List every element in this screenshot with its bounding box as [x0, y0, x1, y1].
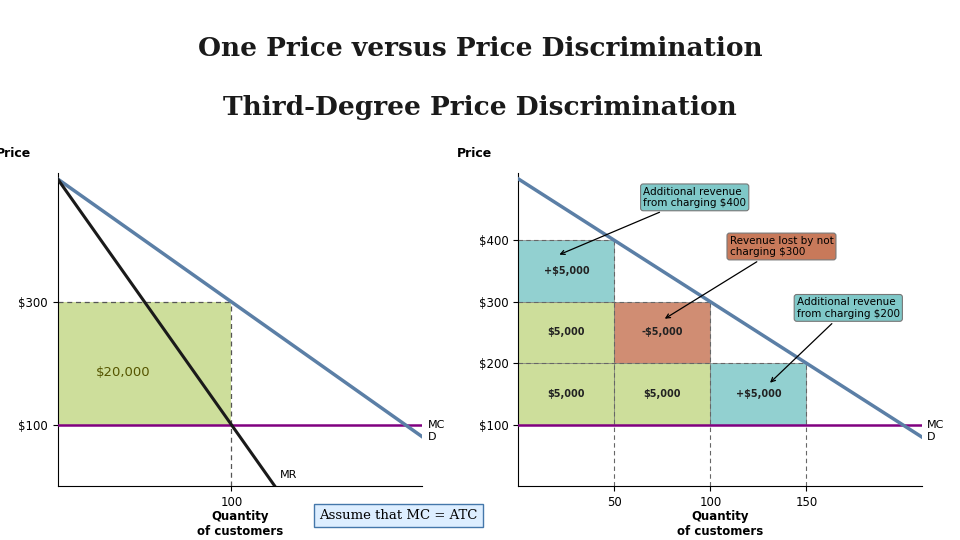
Y-axis label: Price: Price: [456, 147, 492, 160]
Text: One Price versus Price Discrimination: One Price versus Price Discrimination: [198, 36, 762, 61]
Bar: [518, 240, 614, 302]
Text: Additional revenue
from charging $400: Additional revenue from charging $400: [561, 186, 746, 254]
X-axis label: Quantity
of customers: Quantity of customers: [677, 510, 763, 538]
Bar: [58, 302, 231, 424]
Text: MC: MC: [427, 420, 445, 430]
Text: D: D: [427, 432, 436, 442]
Bar: [518, 363, 614, 424]
X-axis label: Quantity
of customers: Quantity of customers: [197, 510, 283, 538]
Bar: [614, 302, 710, 363]
Text: Assume that MC = ATC: Assume that MC = ATC: [320, 509, 477, 522]
Text: Revenue lost by not
charging $300: Revenue lost by not charging $300: [666, 235, 833, 318]
Text: $5,000: $5,000: [547, 327, 586, 338]
Text: -$5,000: -$5,000: [641, 327, 684, 338]
Text: +$5,000: +$5,000: [543, 266, 589, 276]
Text: Additional revenue
from charging $200: Additional revenue from charging $200: [771, 297, 900, 382]
Text: $20,000: $20,000: [96, 366, 151, 379]
Text: MR: MR: [280, 470, 298, 480]
Text: Third-Degree Price Discrimination: Third-Degree Price Discrimination: [223, 96, 737, 120]
Text: +$5,000: +$5,000: [735, 389, 781, 399]
Text: D: D: [927, 432, 936, 442]
Text: MC: MC: [927, 420, 945, 430]
Text: $5,000: $5,000: [643, 389, 682, 399]
Bar: [518, 302, 614, 363]
Bar: [614, 363, 710, 424]
Text: $5,000: $5,000: [547, 389, 586, 399]
Y-axis label: Price: Price: [0, 147, 32, 160]
Bar: [710, 363, 806, 424]
